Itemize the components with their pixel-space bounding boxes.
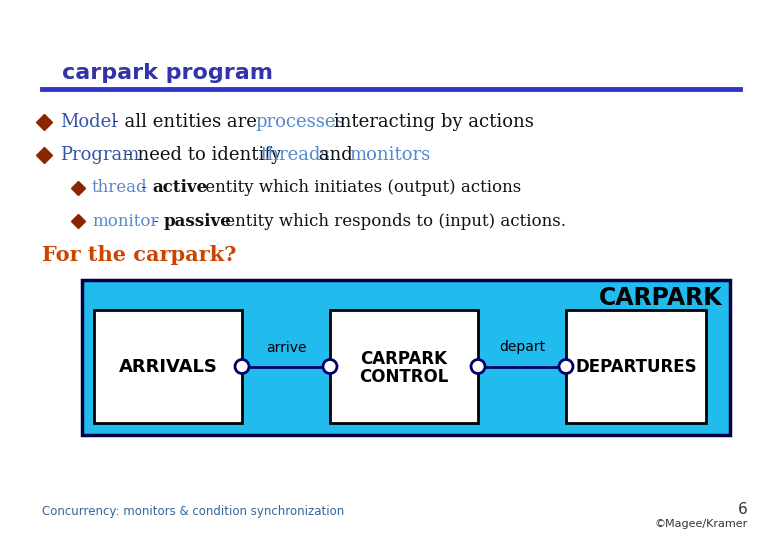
Text: thread: thread (92, 179, 147, 197)
Circle shape (323, 360, 337, 374)
Text: 6: 6 (738, 503, 748, 517)
Text: For the carpark?: For the carpark? (42, 245, 236, 265)
Text: -: - (148, 213, 164, 230)
Circle shape (235, 360, 249, 374)
Text: passive: passive (164, 213, 232, 230)
Text: arrive: arrive (266, 341, 307, 354)
Text: - all entities are: - all entities are (107, 113, 263, 131)
Circle shape (471, 360, 485, 374)
Text: Program: Program (60, 146, 140, 164)
Text: CARPARK: CARPARK (598, 286, 722, 310)
Text: DEPARTURES: DEPARTURES (575, 357, 697, 375)
Text: threads: threads (260, 146, 330, 164)
Text: depart: depart (499, 341, 545, 354)
Circle shape (559, 360, 573, 374)
FancyBboxPatch shape (566, 310, 706, 423)
Text: -: - (136, 179, 152, 197)
Text: CARPARK: CARPARK (360, 349, 448, 368)
Text: CONTROL: CONTROL (360, 368, 448, 386)
Text: - need to identify: - need to identify (120, 146, 287, 164)
FancyBboxPatch shape (94, 310, 242, 423)
Text: monitors: monitors (349, 146, 431, 164)
Text: and: and (313, 146, 359, 164)
Text: carpark program: carpark program (62, 63, 273, 83)
FancyBboxPatch shape (330, 310, 478, 423)
Text: interacting by actions: interacting by actions (328, 113, 534, 131)
Text: Concurrency: monitors & condition synchronization: Concurrency: monitors & condition synchr… (42, 505, 344, 518)
Text: ARRIVALS: ARRIVALS (119, 357, 218, 375)
Text: processes: processes (255, 113, 345, 131)
Text: entity which initiates (output) actions: entity which initiates (output) actions (200, 179, 521, 197)
FancyBboxPatch shape (82, 280, 730, 435)
Text: entity which responds to (input) actions.: entity which responds to (input) actions… (220, 213, 566, 230)
Text: ©Magee/Kramer: ©Magee/Kramer (654, 519, 748, 529)
Text: monitor: monitor (92, 213, 158, 230)
Text: Model: Model (60, 113, 117, 131)
Text: active: active (152, 179, 207, 197)
